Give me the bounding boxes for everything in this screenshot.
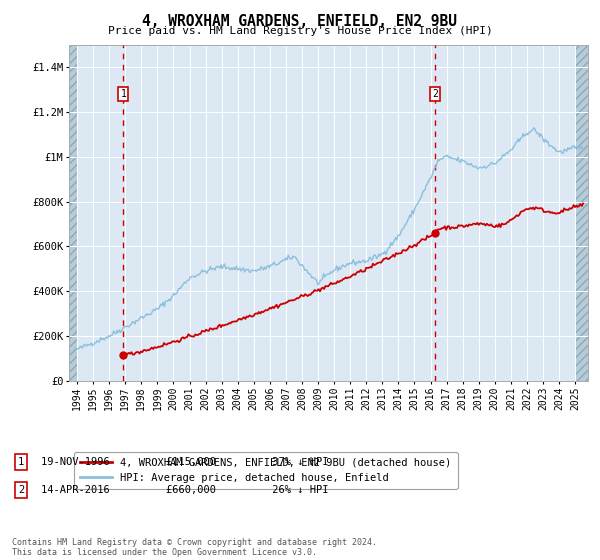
Text: 14-APR-2016         £660,000         26% ↓ HPI: 14-APR-2016 £660,000 26% ↓ HPI xyxy=(41,485,328,495)
Bar xyxy=(575,45,588,381)
Text: 2: 2 xyxy=(432,89,438,99)
Text: 1: 1 xyxy=(18,457,24,467)
Text: 4, WROXHAM GARDENS, ENFIELD, EN2 9BU: 4, WROXHAM GARDENS, ENFIELD, EN2 9BU xyxy=(143,14,458,29)
Text: 2: 2 xyxy=(18,485,24,495)
Text: 19-NOV-1996         £115,000         37% ↓ HPI: 19-NOV-1996 £115,000 37% ↓ HPI xyxy=(41,457,328,467)
Legend: 4, WROXHAM GARDENS, ENFIELD, EN2 9BU (detached house), HPI: Average price, detac: 4, WROXHAM GARDENS, ENFIELD, EN2 9BU (de… xyxy=(74,451,458,489)
Text: Contains HM Land Registry data © Crown copyright and database right 2024.
This d: Contains HM Land Registry data © Crown c… xyxy=(12,538,377,557)
Bar xyxy=(69,45,77,381)
Text: 1: 1 xyxy=(121,89,126,99)
Text: Price paid vs. HM Land Registry's House Price Index (HPI): Price paid vs. HM Land Registry's House … xyxy=(107,26,493,36)
